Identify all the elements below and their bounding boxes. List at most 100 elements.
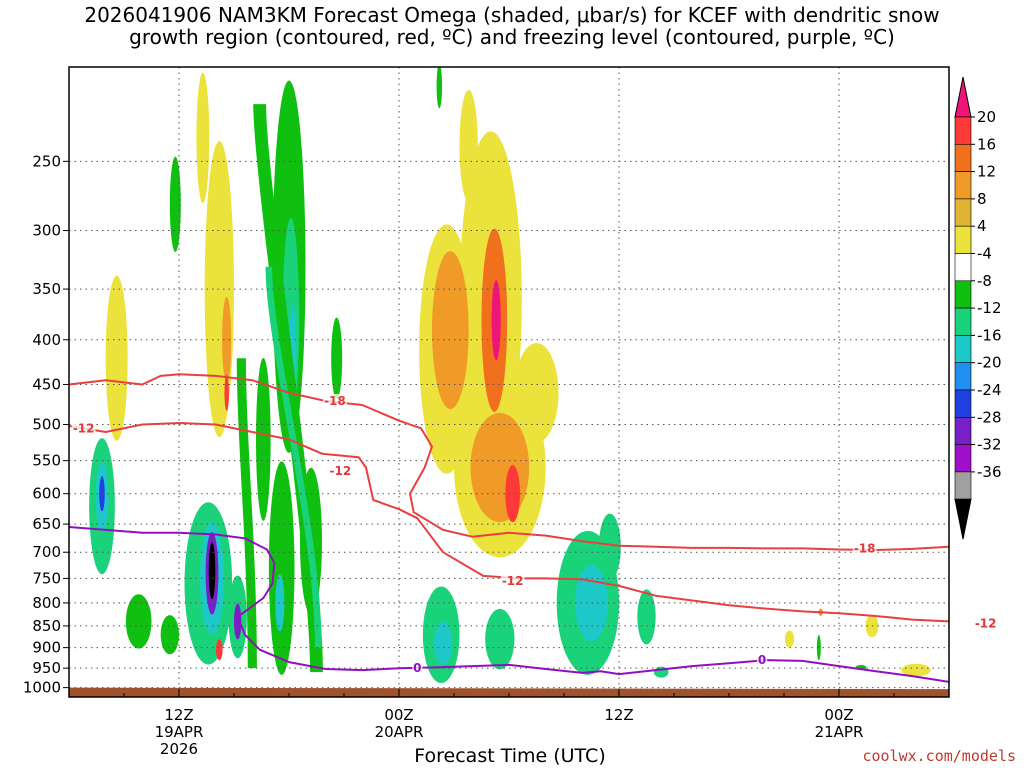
colorbar-label: 16 <box>977 135 996 153</box>
omega-region <box>485 608 515 670</box>
contour-freezing-level <box>69 526 949 683</box>
colorbar-label: -8 <box>977 272 992 290</box>
y-tick-label: 400 <box>32 331 61 349</box>
colorbar-label: 20 <box>977 108 996 126</box>
omega-region <box>637 589 656 645</box>
title-line-1: 2026041906 NAM3KM Forecast Omega (shaded… <box>84 3 940 27</box>
y-tick-label: 800 <box>32 594 61 612</box>
y-axis: 250 300 350 400 450 500 550 600 650 700 750 800 850 9… <box>23 152 69 697</box>
omega-streak <box>265 266 322 648</box>
colorbar-segment <box>954 471 972 500</box>
colorbar-segment <box>954 198 972 227</box>
omega-region <box>256 357 271 521</box>
x-tick-label: 00Z <box>384 706 413 724</box>
omega-region <box>470 412 530 523</box>
contour-label: -12 <box>329 464 351 478</box>
omega-region <box>432 251 469 410</box>
contour-label: -12 <box>73 421 95 435</box>
omega-region <box>491 280 501 361</box>
omega-region <box>105 275 128 441</box>
x-tick-date: 19APR <box>155 723 204 741</box>
colorbar-segment <box>954 116 972 145</box>
colorbar-top-arrow <box>954 76 972 118</box>
omega-region <box>816 634 821 661</box>
omega-region <box>433 622 453 665</box>
credit-text: coolwx.com/models <box>862 747 1016 765</box>
y-tick-label: 950 <box>32 659 61 677</box>
colorbar-segment <box>954 307 972 336</box>
contour-label: -18 <box>324 394 346 408</box>
y-tick-label: 550 <box>32 452 61 470</box>
x-tick-date: 20APR <box>375 723 424 741</box>
contour-label: 0 <box>758 653 766 667</box>
colorbar-segment <box>954 280 972 309</box>
colorbar-segment <box>954 253 972 282</box>
y-tick-label: 600 <box>32 485 61 503</box>
y-tick-label: 650 <box>32 515 61 533</box>
y-tick-label: 500 <box>32 415 61 433</box>
x-tick-label: 12Z <box>604 706 633 724</box>
omega-region <box>169 156 181 253</box>
omega-region <box>459 90 478 202</box>
omega-region <box>901 663 931 677</box>
colorbar-segment <box>954 144 972 172</box>
omega-region <box>784 630 795 648</box>
x-tick-label: 12Z <box>164 706 193 724</box>
omega-streak <box>236 358 257 669</box>
y-tick-label: 850 <box>32 617 61 635</box>
colorbar-segment <box>954 171 972 200</box>
omega-region <box>216 639 223 661</box>
colorbar-label: -16 <box>977 326 1002 344</box>
omega-region <box>224 374 229 411</box>
x-tick-year: 2026 <box>160 740 198 758</box>
omega-region <box>268 461 295 675</box>
contour-label: -12 <box>502 574 524 588</box>
omega-region <box>234 603 242 640</box>
colorbar-segment <box>954 225 972 254</box>
contour-dgz-minus18 <box>69 373 949 551</box>
colorbar-label: -20 <box>977 354 1002 372</box>
contour-dgz-minus12 <box>69 422 949 623</box>
contour-label: -12 <box>975 617 997 631</box>
title-line-2: growth region (contoured, red, ºC) and f… <box>129 25 895 49</box>
omega-shading-layer <box>89 67 931 684</box>
contour-label: 0 <box>413 661 421 675</box>
omega-region <box>125 594 152 649</box>
colorbar: 20 16 12 8 4 -4 -8 -12 -16 -20 -24 -28 -32 -36 <box>954 76 1002 540</box>
y-tick-label: 300 <box>32 222 61 240</box>
omega-region <box>208 542 216 600</box>
y-tick-label: 250 <box>32 152 61 170</box>
omega-region <box>196 72 210 204</box>
omega-region <box>160 615 179 655</box>
x-tick-date: 21APR <box>815 723 864 741</box>
y-tick-label: 700 <box>32 543 61 561</box>
contour-layer <box>69 373 949 683</box>
y-tick-label: 350 <box>32 280 61 298</box>
colorbar-bottom-arrow <box>954 498 972 540</box>
colorbar-label: -36 <box>977 463 1002 481</box>
omega-region <box>505 465 520 523</box>
y-tick-label: 750 <box>32 569 61 587</box>
colorbar-label: -24 <box>977 381 1002 399</box>
y-tick-label: 900 <box>32 639 61 657</box>
omega-region <box>436 67 443 109</box>
colorbar-label: -4 <box>977 245 992 263</box>
y-tick-label: 450 <box>32 375 61 393</box>
x-axis-title: Forecast Time (UTC) <box>414 745 606 767</box>
contour-label: -18 <box>854 541 876 555</box>
omega-region <box>598 513 621 580</box>
omega-region <box>222 296 232 383</box>
colorbar-segment <box>954 416 972 445</box>
x-tick-label: 00Z <box>824 706 853 724</box>
colorbar-segment <box>954 362 972 391</box>
colorbar-label: -32 <box>977 436 1002 454</box>
chart-title: 2026041906 NAM3KM Forecast Omega (shaded… <box>0 4 1024 48</box>
omega-region <box>331 317 343 400</box>
contour-label-layer: -18 -12 -12 -12 -18 -12 0 0 <box>71 393 998 676</box>
colorbar-segment <box>954 335 972 363</box>
colorbar-segment <box>954 444 972 473</box>
colorbar-label: 12 <box>977 163 996 181</box>
colorbar-label: -12 <box>977 299 1002 317</box>
